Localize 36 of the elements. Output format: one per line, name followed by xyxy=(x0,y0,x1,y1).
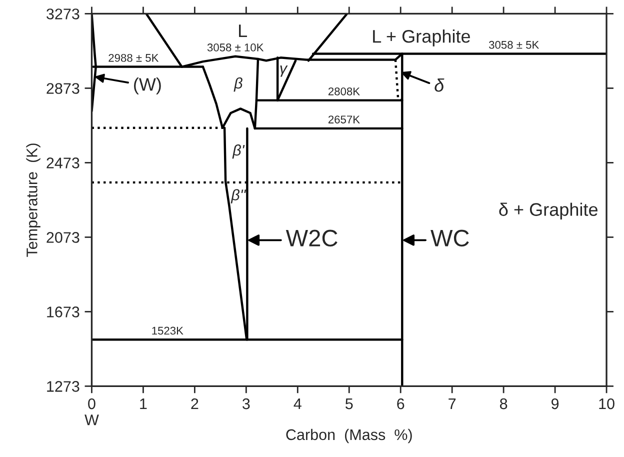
x-tick-label: 3 xyxy=(242,398,250,410)
x-tick-label: 9 xyxy=(552,398,559,410)
y-tick-label: 3273 xyxy=(46,8,80,20)
x-tick-label: 1 xyxy=(140,398,147,410)
x-axis-title: Carbon (Mass %) xyxy=(286,428,412,444)
x-tick-label: 2 xyxy=(191,398,198,410)
annotation: 3058 ± 5K xyxy=(489,40,540,49)
annotation: 1523K xyxy=(152,326,184,335)
x-tick-label: 4 xyxy=(294,398,302,410)
annotation: β' xyxy=(232,144,245,159)
y-tick-label: 2873 xyxy=(46,83,80,94)
y-tick-label: 1673 xyxy=(47,306,80,318)
x-tick-label: 5 xyxy=(345,398,353,410)
annotation: δ + Graphite xyxy=(499,202,598,220)
x-tick-label: 7 xyxy=(448,398,456,410)
annotation: 2808K xyxy=(328,87,360,96)
x-tick-label: 6 xyxy=(397,398,404,410)
annotation: 3058 ± 10K xyxy=(207,44,264,52)
x-tick-label: 8 xyxy=(500,398,508,410)
annotation: β xyxy=(234,77,242,92)
annotation: WC xyxy=(430,230,469,246)
text: W xyxy=(84,414,99,426)
annotation: L xyxy=(239,24,247,37)
y-tick-label: 2473 xyxy=(46,158,80,168)
x-tick-label: 10 xyxy=(599,398,614,410)
y-tick-label: 1273 xyxy=(47,381,80,392)
y-tick-label: 2073 xyxy=(46,232,80,243)
annotation: W2C xyxy=(286,230,338,246)
annotation: 2988 ± 5K xyxy=(108,54,159,62)
annotation: (W) xyxy=(134,78,161,94)
annotation: γ xyxy=(280,65,288,77)
x-tick-label: 0 xyxy=(88,398,96,410)
annotation: 2657K xyxy=(328,116,360,124)
annotation: L + Graphite xyxy=(373,30,470,46)
y-axis-title: Temperature (K) xyxy=(26,144,40,257)
annotation: δ xyxy=(434,78,444,92)
